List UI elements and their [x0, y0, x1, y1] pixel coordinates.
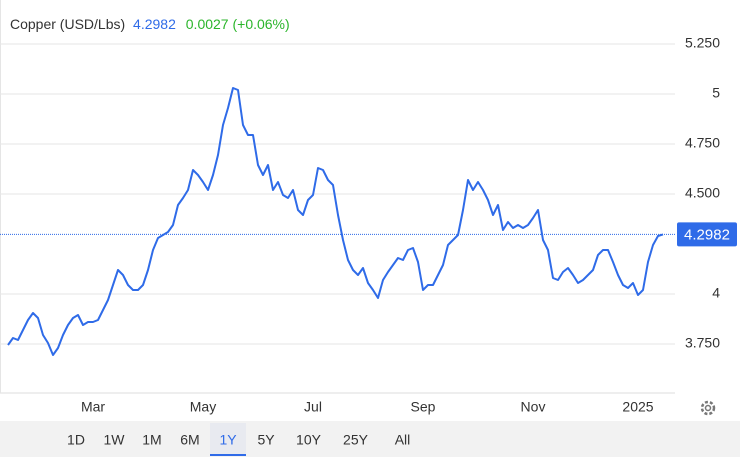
y-tick-label: 4 [712, 285, 720, 301]
range-button[interactable]: 10Y [296, 432, 322, 448]
x-tick-label: May [190, 399, 216, 415]
range-button-label: 10Y [296, 432, 322, 448]
range-button[interactable]: 1D [67, 432, 85, 448]
range-button-label: 1Y [219, 432, 237, 448]
price-tag-label: 4.2982 [684, 226, 730, 243]
range-button[interactable]: 1W [104, 432, 126, 448]
price-line [7, 87, 664, 356]
y-tick-label: 3.750 [685, 335, 720, 351]
price-tag [677, 222, 737, 247]
y-tick-label: 4.750 [685, 135, 720, 151]
x-tick-label: 2025 [622, 399, 653, 415]
y-tick-label: 4.500 [685, 185, 720, 201]
range-button[interactable]: 1M [142, 432, 161, 448]
header: Copper (USD/Lbs) 4.2982 0.0027 (+0.06%) [10, 16, 290, 32]
x-tick-label: Mar [81, 399, 105, 415]
settings-icon[interactable] [700, 400, 716, 416]
range-button[interactable]: All [395, 432, 411, 448]
x-tick-label: Nov [521, 399, 546, 415]
range-button-label: 1M [142, 432, 161, 448]
range-button[interactable]: 5Y [257, 432, 275, 448]
range-button[interactable]: 6M [180, 432, 199, 448]
range-bar [0, 421, 740, 457]
range-button[interactable]: 1Y [210, 423, 246, 456]
gear-hub [704, 404, 712, 412]
range-selected-bg [210, 423, 246, 456]
range-button-label: 1W [104, 432, 126, 448]
x-tick-label: Jul [304, 399, 322, 415]
range-button[interactable]: 25Y [343, 432, 369, 448]
change: 0.0027 (+0.06%) [186, 16, 290, 32]
y-tick-label: 5 [712, 85, 720, 101]
range-button-label: 25Y [343, 432, 369, 448]
title: Copper (USD/Lbs) [10, 16, 125, 32]
y-tick-label: 5.250 [685, 35, 720, 51]
range-button-label: 6M [180, 432, 199, 448]
range-button-label: 5Y [257, 432, 275, 448]
range-button-label: 1D [67, 432, 85, 448]
gear-teeth [700, 400, 716, 416]
x-tick-label: Sep [411, 399, 436, 415]
last-price: 4.2982 [133, 16, 176, 32]
range-button-label: All [395, 432, 411, 448]
